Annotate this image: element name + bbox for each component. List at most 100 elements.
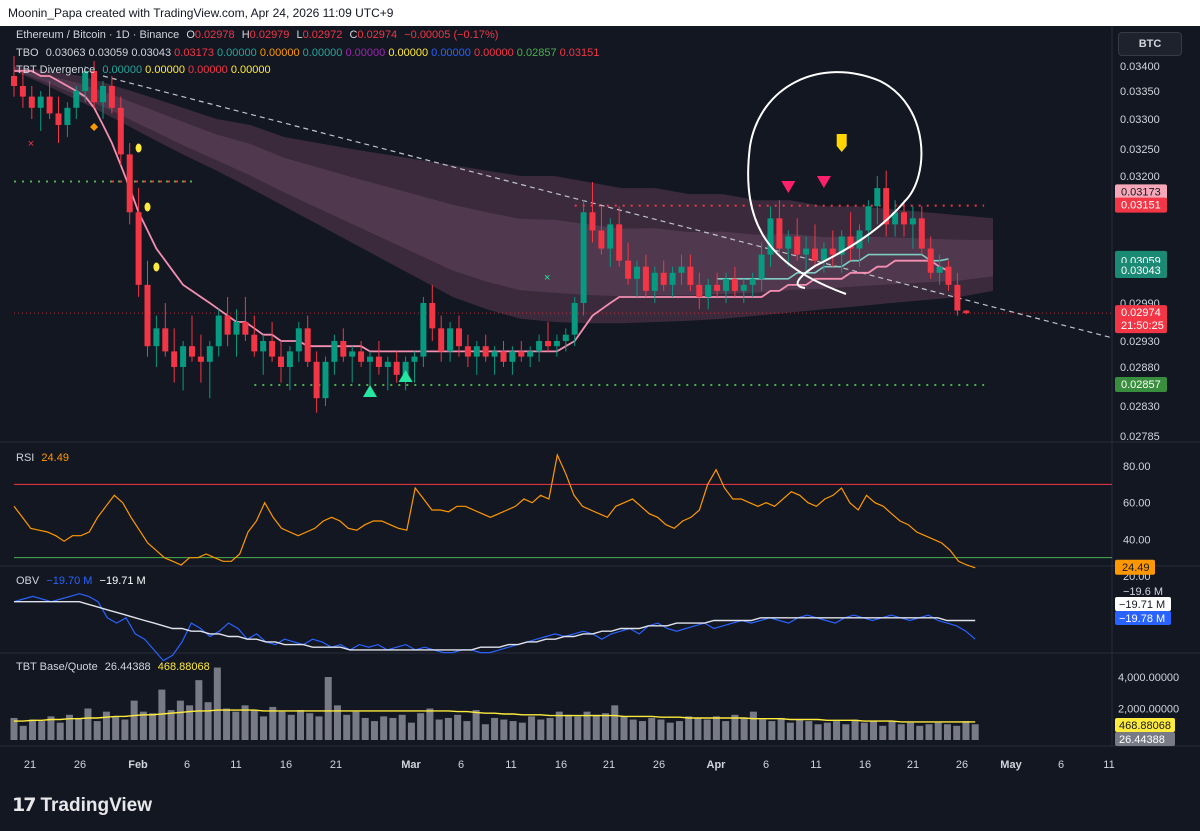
candle-body	[838, 236, 845, 255]
legend-o-label: O	[186, 29, 195, 41]
price-axis-tick: 0.02785	[1120, 431, 1160, 443]
tbt-volume-bar	[287, 714, 295, 740]
candle-body	[767, 218, 774, 255]
tbt-volume-bar	[139, 711, 147, 740]
tbt-volume-bar	[269, 706, 277, 740]
candle-body	[215, 315, 222, 347]
tbo-value-6: 0.00000	[302, 47, 343, 59]
tbo-value-11: 0.02857	[516, 47, 557, 59]
price-tag-label: 0.03043	[1121, 265, 1161, 277]
tbt-volume-bar	[833, 721, 841, 740]
tbt-volume-bar	[454, 714, 462, 740]
tbt-volume-bar	[916, 725, 924, 740]
candle-body	[331, 341, 338, 362]
tbt-volume-bar	[472, 710, 480, 740]
tbt-volume-bar	[694, 717, 702, 740]
price-axis-tick: 0.03250	[1120, 144, 1160, 156]
tbo-value-10: 0.00000	[473, 47, 514, 59]
symbol-badge[interactable]: BTC	[1118, 32, 1182, 56]
tbt-volume-bar	[241, 705, 249, 740]
candle-body	[286, 351, 293, 367]
candle-body	[349, 351, 356, 357]
rsi-value-tag-label: 24.49	[1122, 562, 1150, 574]
price-tag	[1115, 305, 1167, 334]
candle-body	[278, 356, 284, 367]
tbt-volume-bar	[583, 711, 591, 740]
price-legend[interactable]: Ethereum / Bitcoin · 1D · Binance O0.029…	[16, 29, 502, 41]
tbt-volume-bar	[297, 710, 305, 740]
time-axis-label: Mar	[401, 759, 421, 771]
candle-body	[945, 266, 952, 285]
obv-legend[interactable]: OBV −19.70 M −19.71 M	[16, 575, 150, 587]
candle-body	[705, 284, 712, 297]
tbt-volume-bar	[47, 716, 55, 740]
candle-body	[731, 278, 738, 291]
attribution-text: Moonin_Papa created with TradingView.com…	[8, 6, 394, 20]
tbt-volume-bar	[592, 714, 600, 740]
tbt-volume-bar	[657, 719, 665, 740]
tradingview-logo[interactable]: 17 TradingView	[12, 794, 152, 817]
price-axis-tick: 0.02930	[1120, 336, 1160, 348]
candle-body	[19, 86, 26, 97]
candle-body	[82, 71, 89, 91]
tbt-volume-bar	[675, 721, 683, 740]
candle-body	[518, 351, 525, 357]
tbt-volume-bar	[195, 680, 203, 740]
candle-body	[295, 328, 302, 352]
x-marker: ×	[544, 272, 550, 284]
yellow-dot-marker	[135, 143, 142, 153]
tbt-pane: 4,000.00000 2,000.00000 468.88068 26.44388	[10, 667, 1179, 746]
tbt-volume-bar	[842, 724, 850, 740]
candle-body	[117, 107, 124, 155]
price-axis-tick: 0.03200	[1120, 171, 1160, 183]
tbt-volume-bar	[10, 717, 18, 740]
candle-body	[171, 351, 178, 367]
tbt-volume-bar	[28, 719, 36, 740]
tbo-value-3: 0.03173	[174, 47, 214, 59]
rsi-legend[interactable]: RSI 24.49	[16, 452, 73, 464]
obv-tag-label: −19.71 M	[1119, 599, 1165, 611]
candle-body	[794, 236, 801, 255]
tbo-legend[interactable]: TBO 0.03063 0.03059 0.03043 0.03173 0.00…	[16, 47, 599, 59]
tbt-value-1: 26.44388	[104, 661, 151, 673]
tbt-volume-bar	[315, 716, 323, 740]
candle-body	[313, 361, 320, 399]
tbt-volume-bar	[232, 711, 240, 740]
time-axis-label: 21	[330, 759, 342, 771]
candle-body	[829, 248, 836, 255]
tbt-volume-bar	[204, 702, 212, 740]
candle-body	[696, 284, 703, 297]
candle-body	[856, 230, 863, 249]
countdown-label: 21:50:25	[1121, 320, 1164, 332]
candle-body	[954, 284, 961, 311]
candle-body	[740, 284, 747, 291]
tbt-volume-bar	[19, 725, 27, 740]
tbt-ma-line	[14, 709, 976, 723]
candle-body	[927, 248, 934, 273]
tbt-volume-bar	[879, 725, 887, 740]
candle-body	[749, 278, 756, 285]
tbt-divergence-legend[interactable]: TBT Divergence 0.00000 0.00000 0.00000 0…	[16, 64, 271, 76]
legend-title: Ethereum / Bitcoin · 1D · Binance	[16, 29, 180, 41]
chart-container[interactable]: × × 80.00 60.00 40.00 20.00 24.49 −19.6 M −19.…	[0, 26, 1200, 780]
candle-body	[384, 361, 391, 367]
time-axis-label: 21	[907, 759, 919, 771]
candle-body	[553, 341, 560, 347]
x-marker: ×	[28, 138, 34, 150]
candle-body	[812, 248, 818, 261]
candle-body	[687, 266, 694, 285]
candle-body	[660, 272, 667, 285]
price-tag-label: 0.03173	[1121, 186, 1161, 198]
legend-l-label: L	[296, 29, 303, 41]
yellow-flag-marker	[836, 134, 847, 152]
candle-body	[714, 284, 721, 291]
obv-tag-label: −19.78 M	[1119, 613, 1165, 625]
tbo-value-2: 0.03043	[131, 47, 172, 59]
obv-tag	[1115, 597, 1171, 611]
tbt-volume-bar	[389, 717, 397, 740]
candle-body	[580, 212, 587, 303]
candle-body	[269, 341, 276, 357]
tbt-legend[interactable]: TBT Base/Quote 26.44388 468.88068	[16, 661, 214, 673]
candle-body	[758, 254, 765, 279]
